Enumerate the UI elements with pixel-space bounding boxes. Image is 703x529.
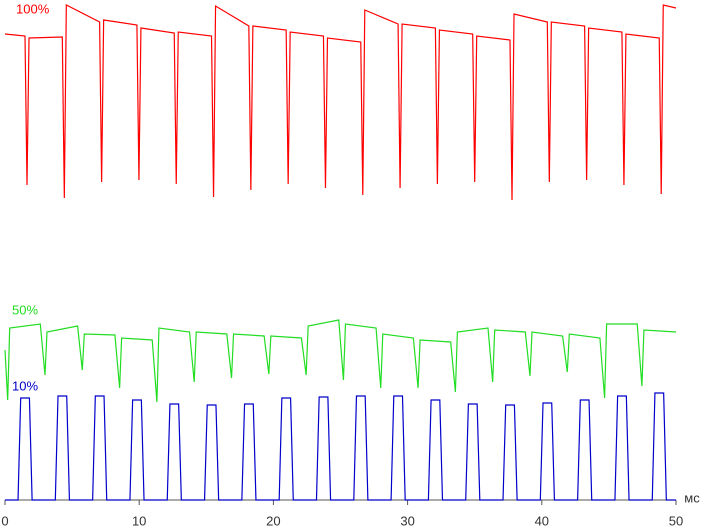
x-tick-label: 50 [669,513,683,528]
x-tick-label: 10 [132,513,146,528]
trace [4,319,677,403]
x-tick-label: 30 [400,513,414,528]
trace [4,4,677,201]
series-label: 50% [12,302,38,317]
x-tick-label: 20 [266,513,280,528]
x-tick-label: 40 [535,513,549,528]
x-axis-label: мс [684,490,700,505]
series-label: 10% [12,378,38,393]
series-label: 100% [16,1,50,16]
x-tick-label: 0 [1,513,8,528]
trace [5,392,676,501]
